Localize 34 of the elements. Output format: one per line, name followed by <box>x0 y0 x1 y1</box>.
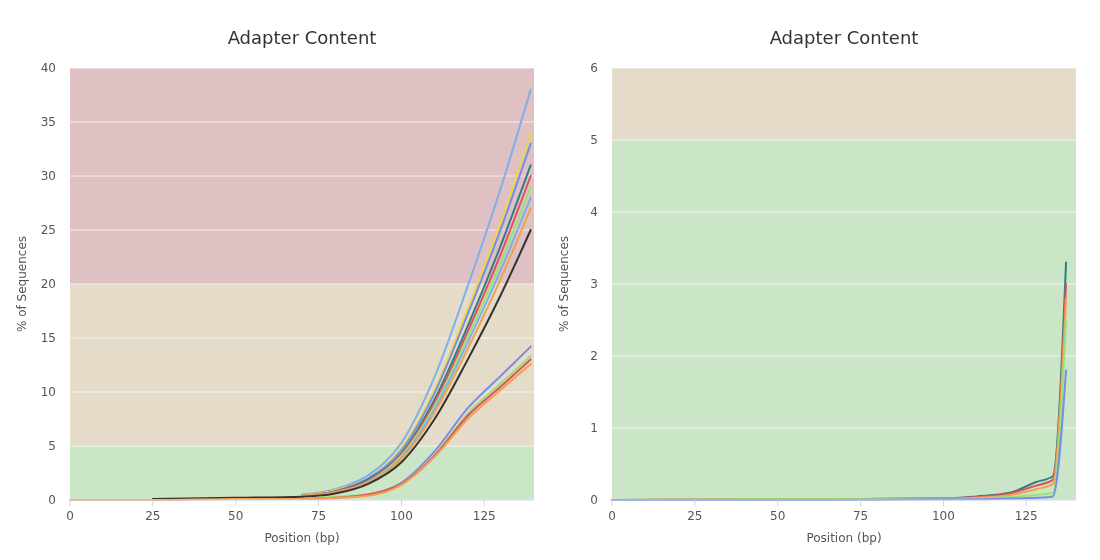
y-tick-label: 35 <box>40 115 56 129</box>
y-tick-label: 15 <box>40 331 56 345</box>
y-tick-label: 30 <box>40 169 56 183</box>
x-tick-label: 125 <box>1014 509 1038 523</box>
y-tick-label: 10 <box>40 385 56 399</box>
x-tick-label: 0 <box>608 509 616 523</box>
x-axis-title: Position (bp) <box>264 531 340 545</box>
y-tick-label: 0 <box>48 493 56 507</box>
y-tick-label: 1 <box>590 421 598 435</box>
x-tick-label: 75 <box>310 509 327 523</box>
x-axis-title: Position (bp) <box>806 531 882 545</box>
x-tick-label: 100 <box>931 509 955 523</box>
x-tick-label: 50 <box>770 509 786 523</box>
y-tick-label: 40 <box>40 61 56 75</box>
x-tick-label: 0 <box>66 509 74 523</box>
chart-title: Adapter Content <box>227 27 377 48</box>
y-tick-label: 20 <box>40 277 56 291</box>
y-tick-label: 4 <box>590 205 598 219</box>
y-tick-label: 2 <box>590 349 598 363</box>
y-tick-label: 6 <box>590 61 598 75</box>
x-tick-label: 50 <box>228 509 244 523</box>
y-axis-title: % of Sequences <box>557 235 571 333</box>
y-tick-label: 0 <box>590 493 598 507</box>
chart-title: Adapter Content <box>769 27 919 48</box>
x-tick-label: 100 <box>389 509 413 523</box>
x-tick-label: 75 <box>852 509 869 523</box>
y-tick-label: 5 <box>48 439 56 453</box>
y-tick-label: 3 <box>590 277 598 291</box>
x-tick-label: 125 <box>472 509 496 523</box>
y-tick-label: 25 <box>40 223 56 237</box>
x-tick-label: 25 <box>145 509 161 523</box>
y-axis-title: % of Sequences <box>15 235 29 333</box>
x-tick-label: 25 <box>687 509 703 523</box>
y-tick-label: 5 <box>590 133 598 147</box>
